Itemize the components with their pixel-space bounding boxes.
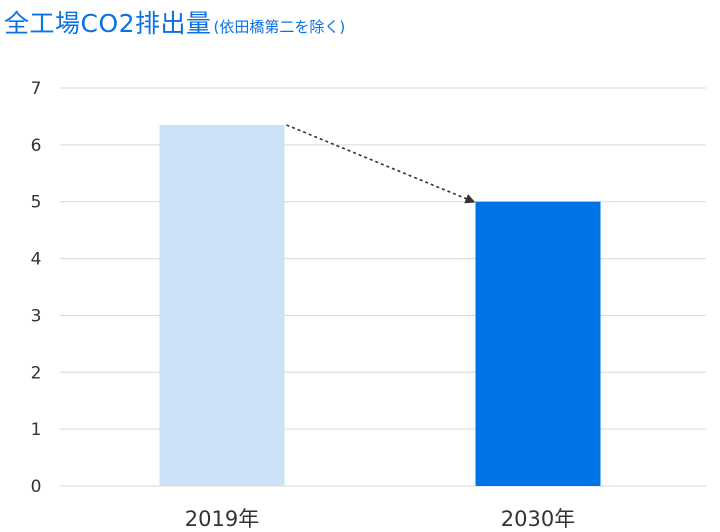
x-axis-labels: 2019年 2030年 (185, 507, 575, 531)
y-tick-label: 0 (31, 477, 42, 497)
y-tick-label: 7 (31, 79, 42, 99)
bar-2030 (475, 201, 601, 486)
chart-title: 全工場CO2排出量 (4, 9, 212, 38)
bars (159, 124, 601, 486)
y-tick-label: 3 (31, 306, 42, 326)
x-category-label: 2019年 (185, 507, 259, 531)
y-tick-label: 6 (31, 136, 42, 156)
y-tick-label: 1 (31, 420, 42, 440)
x-category-label: 2030年 (501, 507, 575, 531)
y-tick-label: 4 (31, 250, 42, 270)
chart-title-row: 全工場CO2排出量 (依田橋第二を除く) (4, 4, 345, 40)
y-tick-label: 5 (31, 193, 42, 213)
y-tick-label: 2 (31, 363, 42, 383)
trend-arrow (286, 124, 476, 204)
bar-2019 (159, 124, 285, 486)
y-axis-ticks: 0 1 2 3 4 5 6 7 (31, 79, 42, 497)
chart-subtitle: (依田橋第二を除く) (213, 18, 346, 36)
gridlines (60, 87, 706, 487)
trend-arrow-line (286, 124, 476, 204)
